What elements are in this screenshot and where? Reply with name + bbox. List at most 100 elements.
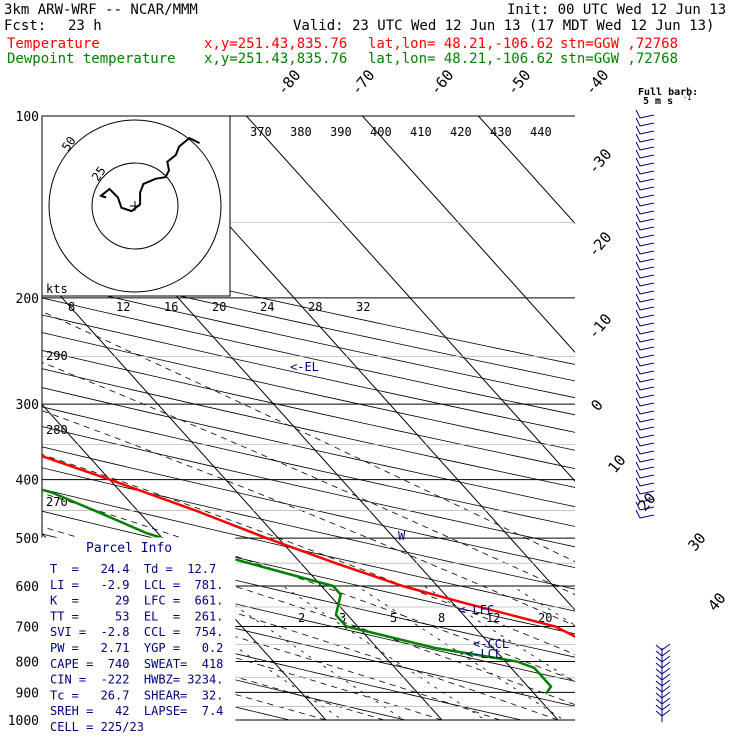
wind-barb: [639, 298, 655, 303]
isotherm-line: [477, 116, 575, 225]
wind-barbs: [635, 109, 671, 722]
wind-barb: [635, 205, 641, 215]
dewpoint-station: stn=GGW ,72768: [560, 51, 679, 67]
el-marker: <-EL: [290, 360, 319, 374]
wind-barb: [639, 114, 655, 119]
forecast-hour: 23 h: [68, 18, 102, 34]
mixing-ratio-label: 12: [486, 611, 500, 625]
parcel-info-panel: Parcel Info T = 24.4 Td = 12.7 LI = -2.9 L…: [41, 537, 236, 734]
mixing-ratio-label: 16: [164, 300, 178, 314]
wind-legend-title: Full barb:: [638, 87, 698, 98]
parcel-title: Parcel Info: [86, 541, 172, 556]
hodograph-ring: [91, 162, 179, 250]
wind-barb: [635, 429, 641, 439]
wind-barb: [635, 421, 641, 431]
wind-barb: [655, 710, 663, 717]
isotherm-line: [42, 274, 443, 720]
wind-barb: [655, 704, 663, 711]
wind-barb: [639, 322, 655, 327]
parcel-row: Tc = 26.7 SHEAR= 32.: [50, 688, 223, 702]
wind-barb: [635, 445, 641, 455]
isotherm-label: -30: [584, 145, 615, 177]
parcel-row: CELL = 225/23: [50, 720, 144, 734]
wind-barb: [639, 186, 655, 191]
wind-barb: [639, 498, 655, 503]
wind-barb: [635, 397, 641, 407]
wind-barb: [639, 410, 655, 415]
wind-barb: [635, 509, 641, 519]
isotherm-label: -80: [273, 66, 304, 98]
wind-barb: [639, 514, 655, 519]
wind-barb: [635, 309, 641, 319]
wind-barb: [635, 461, 641, 471]
dewpoint-legend-label: Dewpoint temperature: [7, 51, 176, 67]
dry-adiabat: [42, 510, 575, 635]
pressure-tick-label: 700: [16, 620, 39, 635]
wind-barb: [639, 378, 655, 383]
wind-barb: [639, 130, 655, 135]
wind-barb: [639, 218, 655, 223]
wind-barb: [639, 138, 655, 143]
wind-barb: [639, 354, 655, 359]
isotherm-line: [245, 116, 575, 482]
isotherm-line: [361, 116, 575, 353]
wind-barb: [635, 277, 641, 287]
wind-barb: [639, 338, 655, 343]
parcel-row: LI = -2.9 LCL = 781.: [50, 578, 223, 592]
wind-barb: [639, 234, 655, 239]
wind-barb: [635, 317, 641, 327]
isotherm-label: 0: [587, 396, 607, 414]
wind-barb: [639, 306, 655, 311]
mixing-ratio-label: 12: [116, 300, 130, 314]
dry-adiabat: [42, 488, 575, 612]
pressure-tick-label: 100: [16, 110, 39, 125]
dewpoint-xy: x,y=251.43,835.76: [204, 51, 348, 67]
isotherm-label: 10: [604, 451, 629, 476]
wind-barb: [635, 181, 641, 191]
wind-barb: [639, 266, 655, 271]
temperature-xy: x,y=251.43,835.76: [204, 36, 348, 52]
dry-adiabat: [42, 606, 524, 720]
wind-barb: [639, 482, 655, 487]
wind-barb: [635, 381, 641, 391]
wind-barb: [639, 242, 655, 247]
wind-legend-exponent: -1: [683, 94, 691, 102]
mixing-ratio-label: 28: [308, 300, 322, 314]
wind-barb: [661, 685, 671, 693]
parcel-row: SVI = -2.8 CCL = 754.: [50, 625, 223, 639]
parcel-row: T = 24.4 Td = 12.7: [50, 562, 216, 576]
hodograph-ring-label: 25: [89, 164, 109, 184]
wind-barb: [661, 643, 671, 651]
sounding-profiles: [42, 454, 575, 695]
mixing-ratio-line: [423, 585, 575, 683]
wind-barb: [635, 437, 641, 447]
wind-barb: [661, 667, 671, 675]
wind-barb: [661, 703, 671, 711]
mixing-ratio-label: 20: [212, 300, 226, 314]
wind-barb: [635, 485, 641, 495]
wind-barb: [635, 389, 641, 399]
hodograph-trace: [98, 136, 201, 213]
wind-barb: [639, 418, 655, 423]
lcl-marker: <-LCL: [466, 647, 502, 661]
wind-barb: [655, 698, 663, 705]
pressure-tick-label: 200: [16, 292, 39, 307]
pressure-tick-label: 900: [16, 686, 39, 701]
wind-barb: [635, 325, 641, 335]
wind-barb: [635, 373, 641, 383]
theta-label: 380: [290, 125, 312, 139]
wind-barb: [635, 357, 641, 367]
isotherm-label: 40: [704, 589, 729, 614]
moist-adiabat: [42, 623, 385, 720]
wind-barb: [635, 245, 641, 255]
wind-barb: [635, 341, 641, 351]
theta-label: 370: [250, 125, 272, 139]
wind-barb: [635, 237, 641, 247]
hodograph-ring-label: 50: [59, 134, 79, 154]
wind-barb: [635, 293, 641, 303]
theta-label: 280: [46, 423, 68, 437]
wind-barb: [639, 146, 655, 151]
temperature-station: stn=GGW ,72768: [560, 36, 679, 52]
theta-label: 390: [330, 125, 352, 139]
theta-label: 440: [530, 125, 552, 139]
